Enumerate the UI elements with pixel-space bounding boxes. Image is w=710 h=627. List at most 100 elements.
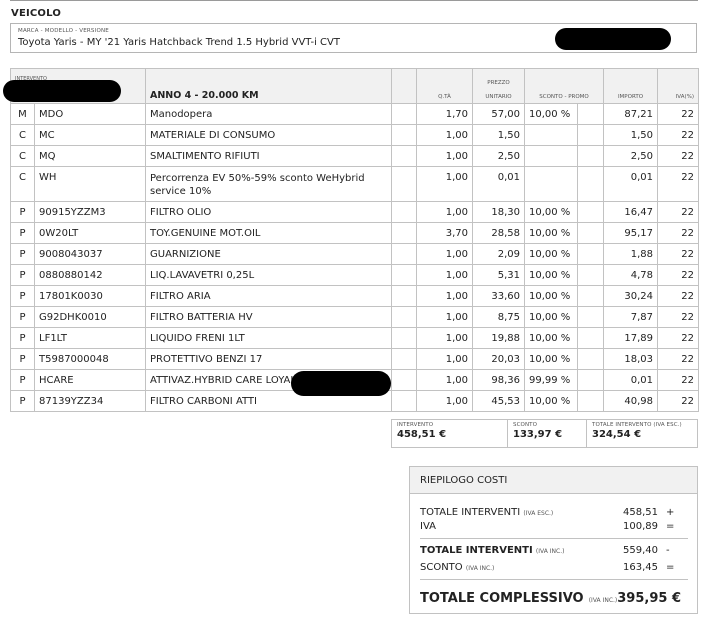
- summary-label-iva: IVA: [420, 521, 436, 532]
- redaction-plate: [555, 28, 671, 50]
- summary-note: (IVA ESC.): [523, 510, 554, 517]
- header-prezzo: PREZZO UNITARIO: [472, 68, 525, 104]
- cell-vat: 22: [657, 369, 699, 391]
- vehicle-field-box: [10, 23, 697, 53]
- cell-empty: [391, 166, 417, 202]
- cell-empty: [577, 124, 604, 146]
- cell-type: P: [10, 348, 35, 370]
- summary-label: SCONTO: [420, 562, 463, 573]
- summary-note: (IVA INC.): [465, 565, 495, 572]
- cell-code: 17801K0030: [34, 285, 146, 307]
- cell-price: 5,31: [472, 264, 525, 286]
- summary-label: TOTALE INTERVENTI: [420, 507, 521, 518]
- total-sconto-box: SCONTO 133,97 €: [507, 419, 587, 448]
- cell-qty: 1,00: [416, 201, 473, 223]
- cell-qty: 3,70: [416, 222, 473, 244]
- vehicle-section-title: VEICOLO: [11, 8, 62, 19]
- cell-desc: SMALTIMENTO RIFIUTI: [145, 145, 392, 167]
- summary-op-equals: =: [666, 521, 675, 532]
- cell-empty: [391, 103, 417, 125]
- cell-empty: [577, 243, 604, 265]
- table-row: C MC MATERIALE DI CONSUMO 1,00 1,50 1,50 22: [10, 124, 699, 146]
- header-qta: Q.TÀ: [416, 68, 473, 104]
- summary-value-sconto: 163,45: [623, 562, 658, 573]
- table-row: P 90915YZZM3 FILTRO OLIO 1,00 18,30 10,00 % 16…: [10, 201, 699, 223]
- cell-code: G92DHK0010: [34, 306, 146, 328]
- table-row: P 17801K0030 FILTRO ARIA 1,00 33,60 10,00 % 30…: [10, 285, 699, 307]
- cell-empty: [577, 264, 604, 286]
- cell-vat: 22: [657, 103, 699, 125]
- cell-vat: 22: [657, 145, 699, 167]
- summary-divider-2: [420, 579, 688, 580]
- cell-amount: 0,01: [603, 166, 658, 202]
- cell-disc: 10,00 %: [524, 348, 578, 370]
- cell-amount: 4,78: [603, 264, 658, 286]
- summary-divider: [420, 538, 688, 539]
- cell-desc: GUARNIZIONE: [145, 243, 392, 265]
- cell-empty: [391, 390, 417, 412]
- summary-value-total-ex: 458,51: [623, 507, 658, 518]
- cell-code: WH: [34, 166, 146, 202]
- cell-price: 19,88: [472, 327, 525, 349]
- cell-vat: 22: [657, 348, 699, 370]
- cell-amount: 95,17: [603, 222, 658, 244]
- cell-amount: 2,50: [603, 145, 658, 167]
- cell-vat: 22: [657, 327, 699, 349]
- cell-amount: 1,50: [603, 124, 658, 146]
- summary-note: (IVA INC.): [535, 548, 565, 555]
- vehicle-field-value: Toyota Yaris - MY '21 Yaris Hatchback Tr…: [18, 37, 340, 48]
- cell-empty: [391, 243, 417, 265]
- total-intervento-value: 458,51 €: [397, 429, 447, 440]
- cell-code: 0880880142: [34, 264, 146, 286]
- cell-vat: 22: [657, 306, 699, 328]
- summary-grand-total: TOTALE COMPLESSIVO (IVA INC.)395,95 €: [420, 587, 681, 606]
- cell-vat: 22: [657, 166, 699, 202]
- table-row: C WH Percorrenza EV 50%-59% sconto WeHybri…: [10, 166, 699, 202]
- cell-price: 98,36: [472, 369, 525, 391]
- total-sconto-label: SCONTO: [513, 422, 538, 428]
- header-iva: IVA(%): [657, 68, 699, 104]
- intervention-table: INTERVENTO ANNO 4 - 20.000 KM Q.TÀ PREZZ…: [10, 68, 699, 412]
- cell-desc: Percorrenza EV 50%-59% sconto WeHybrid s…: [145, 166, 392, 202]
- cell-type: P: [10, 285, 35, 307]
- summary-op-equals-2: =: [666, 562, 675, 573]
- cell-desc: FILTRO OLIO: [145, 201, 392, 223]
- cell-amount: 18,03: [603, 348, 658, 370]
- cell-disc: 99,99 %: [524, 369, 578, 391]
- cell-empty: [391, 348, 417, 370]
- redaction-row: [291, 371, 391, 396]
- cell-disc: 10,00 %: [524, 285, 578, 307]
- cell-disc: 10,00 %: [524, 390, 578, 412]
- cell-amount: 87,21: [603, 103, 658, 125]
- cell-empty: [577, 103, 604, 125]
- cell-empty: [577, 390, 604, 412]
- cell-vat: 22: [657, 285, 699, 307]
- cell-empty: [391, 222, 417, 244]
- summary-box: [409, 466, 698, 614]
- cell-empty: [391, 369, 417, 391]
- table-row: M MDO Manodopera 1,70 57,00 10,00 % 87,21 22: [10, 103, 699, 125]
- table-header-row: INTERVENTO ANNO 4 - 20.000 KM Q.TÀ PREZZ…: [10, 68, 699, 104]
- cell-code: MC: [34, 124, 146, 146]
- cell-price: 2,09: [472, 243, 525, 265]
- cell-type: P: [10, 264, 35, 286]
- cell-disc: [524, 166, 578, 202]
- cell-qty: 1,00: [416, 306, 473, 328]
- cell-qty: 1,00: [416, 264, 473, 286]
- cell-qty: 1,00: [416, 348, 473, 370]
- cell-desc: Manodopera: [145, 103, 392, 125]
- cell-disc: 10,00 %: [524, 243, 578, 265]
- cell-desc: FILTRO ARIA: [145, 285, 392, 307]
- cell-empty: [391, 201, 417, 223]
- cell-type: P: [10, 201, 35, 223]
- cell-desc: MATERIALE DI CONSUMO: [145, 124, 392, 146]
- cell-desc: FILTRO BATTERIA HV: [145, 306, 392, 328]
- cell-code: 0W20LT: [34, 222, 146, 244]
- cell-amount: 7,87: [603, 306, 658, 328]
- cell-type: P: [10, 390, 35, 412]
- cell-qty: 1,70: [416, 103, 473, 125]
- cell-code: MQ: [34, 145, 146, 167]
- cell-price: 57,00: [472, 103, 525, 125]
- cell-price: 33,60: [472, 285, 525, 307]
- cell-disc: 10,00 %: [524, 103, 578, 125]
